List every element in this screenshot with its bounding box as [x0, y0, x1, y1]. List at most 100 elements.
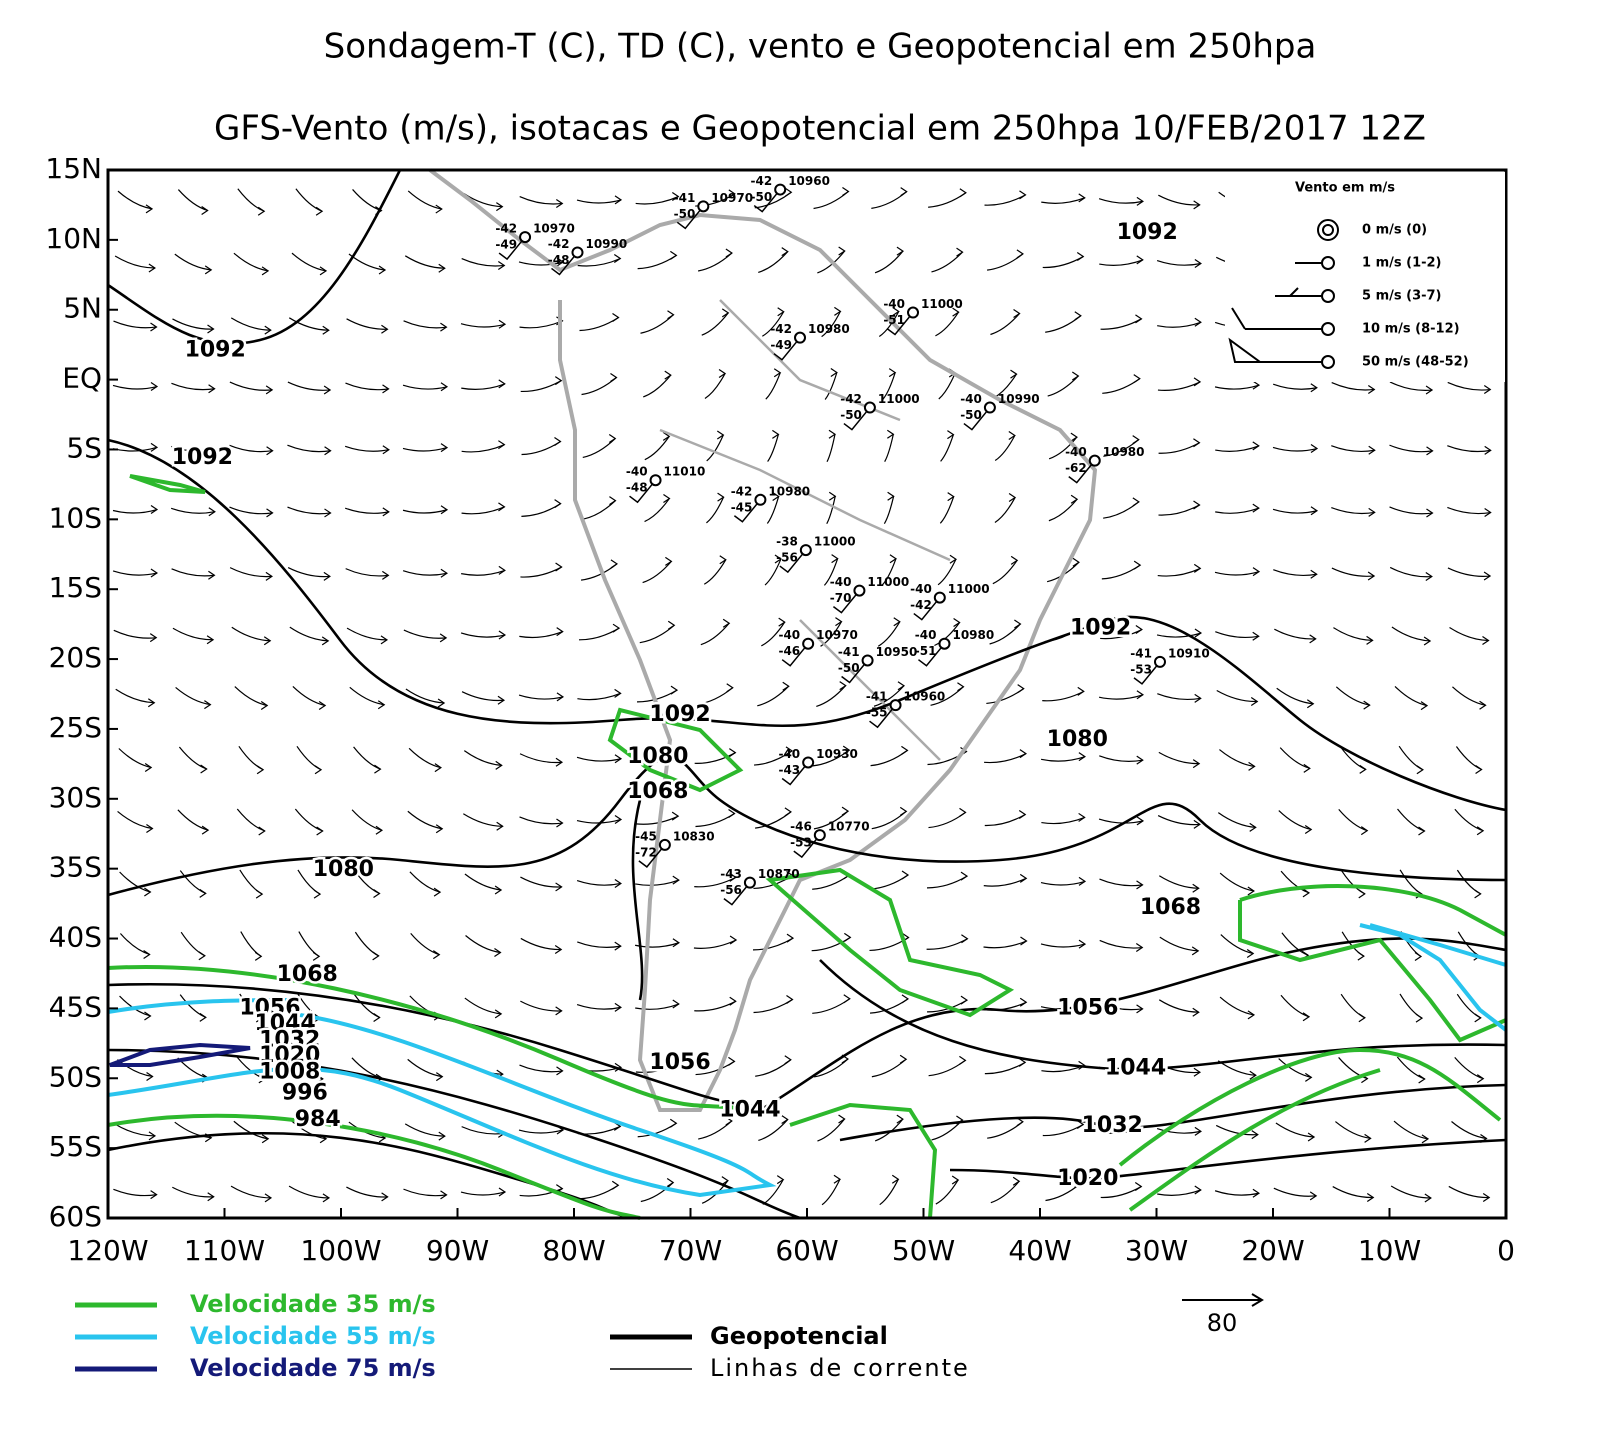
- streamline: [983, 877, 1027, 887]
- streamline: [1332, 1186, 1374, 1199]
- stream-arrow: [1302, 888, 1311, 898]
- stream-arrow: [772, 429, 780, 439]
- x-tick-label: 50W: [892, 1234, 955, 1267]
- streamline: [346, 318, 388, 330]
- contour-label: 1044: [1105, 1055, 1166, 1080]
- streamline: [407, 190, 442, 210]
- stream-arrow: [377, 700, 386, 710]
- streamline: [1447, 445, 1491, 453]
- streamline: [1041, 816, 1085, 825]
- stream-arrow: [901, 994, 910, 1004]
- stream-arrow: [1070, 432, 1078, 442]
- stream-arrow: [828, 429, 837, 439]
- station-temp: -42: [495, 222, 517, 236]
- streamline: [644, 436, 670, 461]
- stream-arrow: [1018, 809, 1027, 819]
- streamline: [1448, 1185, 1490, 1199]
- streamline: [1389, 444, 1433, 453]
- stream-arrow: [498, 565, 506, 575]
- streamline: [940, 434, 954, 462]
- stream-arrow: [1310, 506, 1319, 516]
- stream-arrow: [844, 932, 852, 942]
- station-temp: -40: [778, 628, 800, 642]
- stream-arrow: [1367, 571, 1376, 581]
- stream-arrow: [440, 322, 448, 332]
- streamline: [935, 311, 960, 337]
- stream-arrow: [494, 885, 503, 895]
- stream-arrow: [496, 202, 504, 212]
- y-tick-label: 25S: [49, 711, 102, 744]
- stream-arrow: [670, 250, 678, 260]
- streamline: [989, 623, 1021, 645]
- stream-arrow: [1194, 317, 1202, 327]
- stream-arrow: [1483, 385, 1492, 395]
- streamline: [177, 189, 208, 212]
- stream-arrow: [438, 263, 446, 273]
- streamline: [117, 810, 153, 830]
- contour-label: 1080: [627, 744, 688, 769]
- station-height: 10980: [808, 322, 850, 336]
- stream-arrow: [498, 440, 506, 450]
- station-barb: [498, 236, 526, 261]
- stream-arrow: [1415, 1013, 1424, 1023]
- streamline: [1335, 1121, 1371, 1140]
- stream-arrow: [143, 949, 151, 959]
- stream-arrow: [1482, 635, 1490, 645]
- streamline: [345, 568, 389, 577]
- stream-arrow: [614, 195, 623, 205]
- stream-arrow: [1246, 948, 1255, 958]
- stream-arrow: [728, 1056, 736, 1066]
- stream-arrow: [324, 446, 332, 456]
- stream-arrow: [1070, 494, 1079, 504]
- streamline: [701, 1180, 729, 1204]
- streamline: [1048, 436, 1078, 460]
- stream-arrow: [150, 382, 159, 392]
- stream-arrow: [437, 698, 446, 708]
- streamline: [402, 384, 448, 390]
- streamline: [402, 570, 448, 576]
- stream-arrow: [145, 204, 154, 214]
- stream-arrow: [373, 1012, 381, 1022]
- streamline: [460, 1191, 506, 1196]
- streamline: [701, 312, 729, 336]
- stream-arrow: [439, 633, 448, 643]
- streamline: [820, 621, 842, 647]
- stream-arrow: [266, 446, 274, 456]
- streamline: [931, 251, 963, 273]
- streamline: [1157, 567, 1201, 577]
- y-tick-label: 40S: [49, 921, 102, 954]
- streamline: [764, 558, 782, 586]
- station-height: 11000: [867, 575, 909, 589]
- station-dewpoint: -50: [674, 207, 696, 221]
- y-tick-label: EQ: [62, 362, 102, 395]
- stream-arrow: [839, 681, 847, 691]
- y-tick-label: 15S: [49, 571, 102, 604]
- stream-arrow: [1363, 700, 1371, 710]
- streamline: [1099, 1127, 1143, 1134]
- stream-arrow: [555, 198, 564, 208]
- station-barb: [723, 882, 751, 906]
- station-barb: [1133, 661, 1161, 685]
- stream-arrow: [843, 994, 851, 1004]
- streamline: [402, 509, 448, 514]
- x-tick-label: 110W: [184, 1234, 265, 1267]
- station: [754, 493, 767, 506]
- stream-arrow: [1484, 508, 1492, 518]
- streamline: [883, 496, 895, 524]
- stream-arrow: [316, 1074, 324, 1084]
- contour-label: 1008: [259, 1060, 320, 1085]
- stream-arrow: [1074, 311, 1082, 321]
- streamline: [634, 942, 680, 948]
- stream-arrow: [204, 700, 212, 710]
- contour-label: 1092: [1070, 615, 1131, 640]
- stream-arrow: [960, 995, 969, 1005]
- stream-arrow: [147, 698, 156, 708]
- contour-label: 1056: [239, 995, 300, 1020]
- stream-arrow: [1008, 430, 1016, 440]
- station: [1088, 454, 1101, 467]
- streamline: [170, 445, 215, 452]
- streamline: [823, 558, 839, 586]
- stream-arrow: [380, 635, 389, 645]
- stream-arrow: [672, 999, 680, 1009]
- contour: [107, 169, 402, 345]
